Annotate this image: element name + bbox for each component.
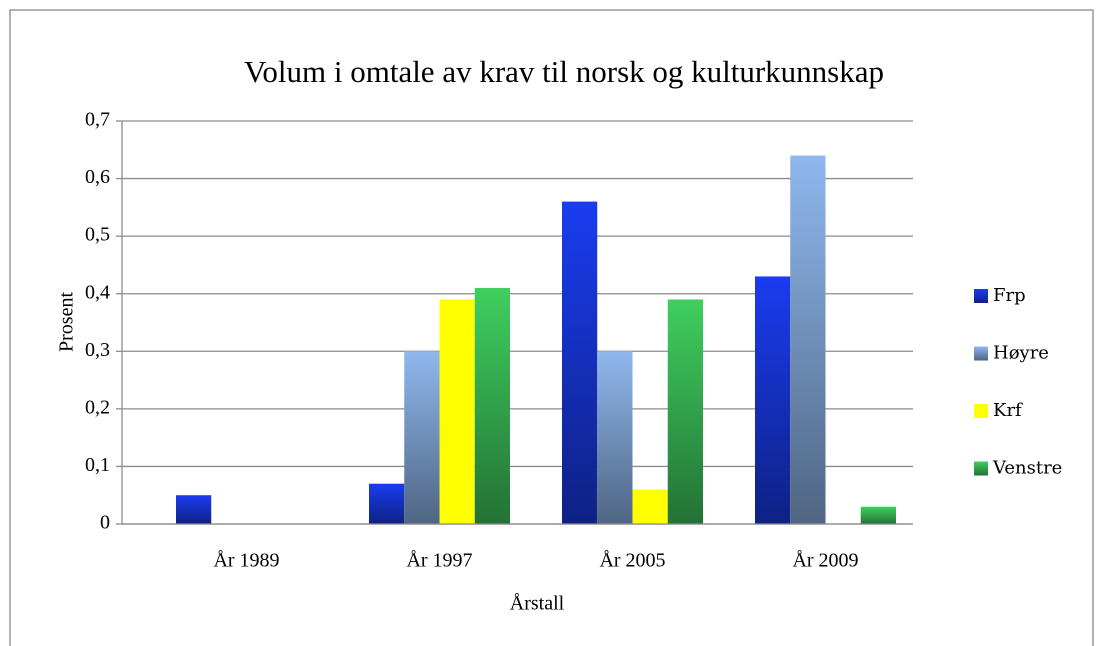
x-tick-label: År 2005 [599, 550, 665, 572]
bar [176, 495, 212, 524]
legend-label: Høyre [993, 343, 1049, 364]
y-tick-label: 0,4 [85, 281, 110, 303]
y-tick-label: 0 [100, 512, 110, 534]
bar [597, 351, 633, 524]
bar [667, 299, 703, 524]
bar [790, 155, 826, 525]
y-tick-label: 0,3 [85, 339, 110, 361]
x-tick-label: År 1989 [213, 550, 279, 572]
legend-swatch [974, 346, 988, 361]
legend-swatch [974, 461, 988, 476]
bar [369, 483, 405, 524]
frame [9, 9, 1094, 646]
bar [474, 287, 510, 524]
y-tick-label: 0,1 [85, 454, 110, 476]
bar [562, 201, 598, 524]
bar [404, 351, 440, 524]
x-axis-label: Årstall [510, 593, 565, 615]
legend-swatch [974, 404, 988, 418]
chart-title: Volum i omtale av krav til norsk og kult… [244, 54, 884, 89]
x-tick-label: År 1997 [406, 550, 472, 572]
y-axis-label: Prosent [56, 292, 78, 352]
bar [439, 299, 475, 524]
bar [755, 276, 791, 524]
legend-label: Venstre [992, 458, 1062, 479]
legend-swatch [974, 289, 988, 303]
x-tick-label: År 2009 [792, 550, 858, 572]
legend-label: Frp [993, 285, 1026, 306]
y-tick-label: 0,6 [85, 166, 110, 188]
y-tick-label: 0,7 [85, 109, 110, 131]
y-tick-label: 0,5 [85, 224, 110, 246]
bar [632, 489, 668, 524]
y-tick-label: 0,2 [85, 396, 110, 418]
legend-label: Krf [993, 400, 1023, 421]
bar [860, 506, 896, 524]
